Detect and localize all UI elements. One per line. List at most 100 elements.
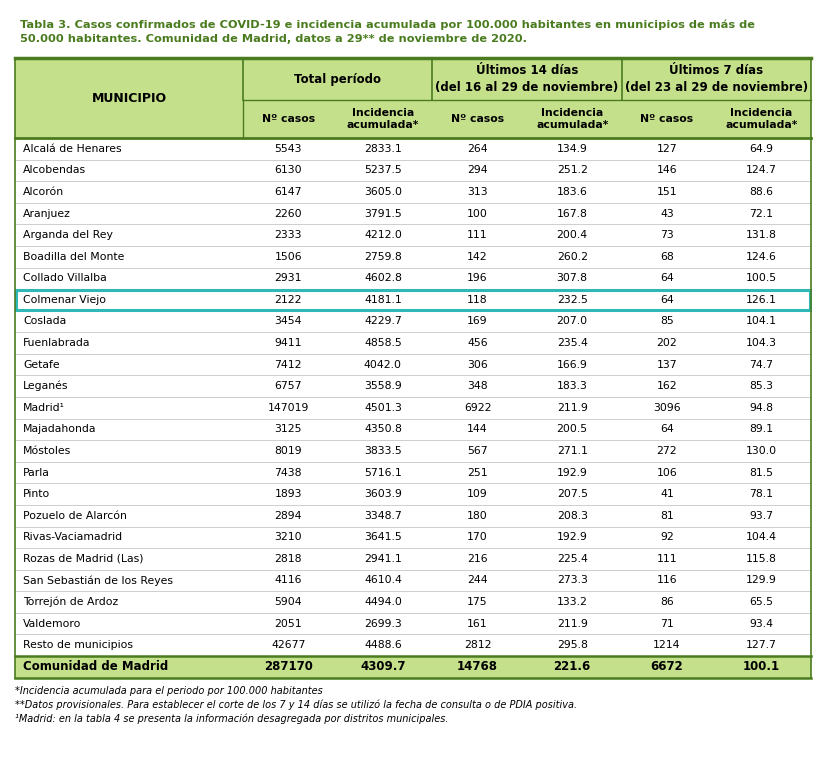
Text: Leganés: Leganés <box>23 381 69 392</box>
Text: 94.8: 94.8 <box>749 402 773 412</box>
Text: 264: 264 <box>468 144 488 154</box>
Text: 151: 151 <box>657 187 677 197</box>
Text: 73: 73 <box>660 230 674 240</box>
Text: 251.2: 251.2 <box>557 165 587 175</box>
Text: 68: 68 <box>660 252 674 262</box>
Text: 7438: 7438 <box>274 468 302 478</box>
Text: MUNICIPIO: MUNICIPIO <box>92 91 167 104</box>
Text: 2759.8: 2759.8 <box>364 252 401 262</box>
Text: Resto de municipios: Resto de municipios <box>23 641 133 650</box>
Text: 2812: 2812 <box>463 641 491 650</box>
Text: 2833.1: 2833.1 <box>364 144 401 154</box>
Text: 142: 142 <box>468 252 488 262</box>
Text: 180: 180 <box>468 511 488 521</box>
Text: 235.4: 235.4 <box>557 338 587 348</box>
Text: 100.1: 100.1 <box>743 660 780 674</box>
Text: 6147: 6147 <box>274 187 302 197</box>
Text: 43: 43 <box>660 209 674 219</box>
Text: 89.1: 89.1 <box>749 425 773 435</box>
Bar <box>15 656 811 678</box>
Text: Tabla 3. Casos confirmados de COVID-19 e incidencia acumulada por 100.000 habita: Tabla 3. Casos confirmados de COVID-19 e… <box>20 20 755 31</box>
Text: 161: 161 <box>468 619 488 629</box>
Text: Total período: Total período <box>294 72 382 85</box>
Text: 225.4: 225.4 <box>557 554 587 564</box>
Text: 118: 118 <box>468 295 488 305</box>
Text: 183.6: 183.6 <box>557 187 587 197</box>
Text: 175: 175 <box>468 597 488 607</box>
Text: 14768: 14768 <box>457 660 498 674</box>
Text: 169: 169 <box>468 316 488 326</box>
Text: 109: 109 <box>468 489 488 499</box>
Text: 86: 86 <box>660 597 674 607</box>
Text: Madrid¹: Madrid¹ <box>23 402 65 412</box>
Text: 64: 64 <box>660 425 674 435</box>
Text: 9411: 9411 <box>274 338 302 348</box>
Text: Incidencia
acumulada*: Incidencia acumulada* <box>536 108 609 130</box>
Text: **Datos provisionales. Para establecer el corte de los 7 y 14 días se utilizó la: **Datos provisionales. Para establecer e… <box>15 700 577 710</box>
Text: 6672: 6672 <box>651 660 683 674</box>
Text: 4116: 4116 <box>274 575 302 585</box>
Text: 216: 216 <box>468 554 488 564</box>
Text: 348: 348 <box>468 381 488 391</box>
Text: Torrejón de Ardoz: Torrejón de Ardoz <box>23 597 118 607</box>
Text: 4309.7: 4309.7 <box>360 660 406 674</box>
Bar <box>15 58 811 138</box>
Text: 88.6: 88.6 <box>749 187 773 197</box>
Text: 104.1: 104.1 <box>746 316 777 326</box>
Text: 2894: 2894 <box>274 511 302 521</box>
Text: Colmenar Viejo: Colmenar Viejo <box>23 295 106 305</box>
Text: 271.1: 271.1 <box>557 446 587 456</box>
Text: 2122: 2122 <box>274 295 302 305</box>
Text: 2931: 2931 <box>274 273 302 283</box>
Text: 6922: 6922 <box>463 402 491 412</box>
Text: 146: 146 <box>657 165 677 175</box>
Text: Comunidad de Madrid: Comunidad de Madrid <box>23 660 169 674</box>
Text: 3603.9: 3603.9 <box>364 489 401 499</box>
Text: 144: 144 <box>468 425 488 435</box>
Text: 64.9: 64.9 <box>749 144 773 154</box>
Text: 200.4: 200.4 <box>557 230 588 240</box>
Text: 4212.0: 4212.0 <box>364 230 401 240</box>
Text: 124.7: 124.7 <box>746 165 777 175</box>
Text: 2260: 2260 <box>274 209 302 219</box>
Text: 65.5: 65.5 <box>749 597 773 607</box>
Text: 208.3: 208.3 <box>557 511 588 521</box>
Text: 4229.7: 4229.7 <box>364 316 401 326</box>
Text: 137: 137 <box>657 359 677 369</box>
Text: 111: 111 <box>657 554 677 564</box>
Text: 147019: 147019 <box>268 402 309 412</box>
Text: 170: 170 <box>468 532 488 542</box>
Text: 3833.5: 3833.5 <box>364 446 401 456</box>
Text: 4042.0: 4042.0 <box>364 359 402 369</box>
Text: 244: 244 <box>468 575 488 585</box>
Text: 104.3: 104.3 <box>746 338 777 348</box>
Text: 85.3: 85.3 <box>749 381 773 391</box>
Text: Nº casos: Nº casos <box>640 114 693 124</box>
Text: 85: 85 <box>660 316 674 326</box>
Text: 42677: 42677 <box>271 641 306 650</box>
Text: 64: 64 <box>660 273 674 283</box>
Text: 131.8: 131.8 <box>746 230 777 240</box>
Text: 456: 456 <box>468 338 488 348</box>
Text: Pozuelo de Alarcón: Pozuelo de Alarcón <box>23 511 127 521</box>
Text: 3558.9: 3558.9 <box>364 381 401 391</box>
Text: Últimos 7 días
(del 23 al 29 de noviembre): Últimos 7 días (del 23 al 29 de noviembr… <box>624 65 808 94</box>
Text: Alcobendas: Alcobendas <box>23 165 86 175</box>
Text: 130.0: 130.0 <box>746 446 777 456</box>
Text: 2051: 2051 <box>274 619 302 629</box>
Text: 5237.5: 5237.5 <box>364 165 401 175</box>
Text: Arganda del Rey: Arganda del Rey <box>23 230 113 240</box>
Text: Pinto: Pinto <box>23 489 50 499</box>
Text: 134.9: 134.9 <box>557 144 587 154</box>
Text: Majadahonda: Majadahonda <box>23 425 97 435</box>
Text: 1214: 1214 <box>653 641 681 650</box>
Text: Nº casos: Nº casos <box>262 114 315 124</box>
Text: 5904: 5904 <box>274 597 302 607</box>
Bar <box>16 290 810 310</box>
Text: 272: 272 <box>657 446 677 456</box>
Text: 294: 294 <box>468 165 488 175</box>
Text: 111: 111 <box>468 230 488 240</box>
Text: 4602.8: 4602.8 <box>364 273 401 283</box>
Text: 3096: 3096 <box>653 402 681 412</box>
Text: 2333: 2333 <box>274 230 302 240</box>
